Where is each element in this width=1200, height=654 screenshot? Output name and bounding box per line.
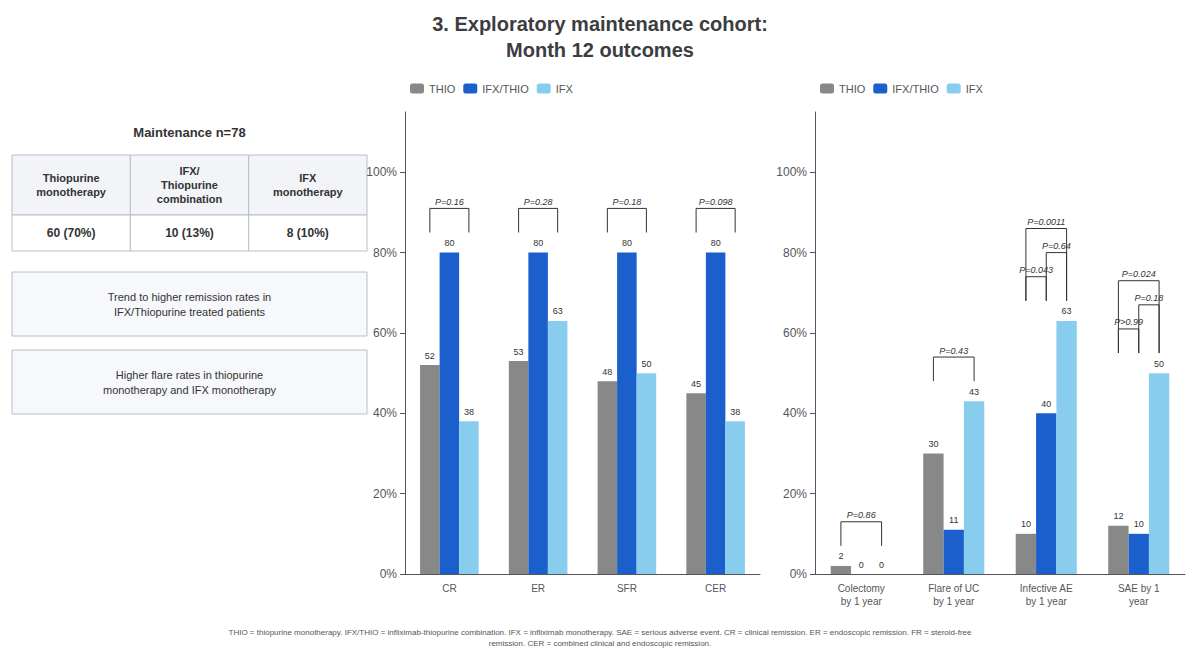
svg-text:P=0.28: P=0.28	[524, 197, 553, 207]
svg-text:P=0.18: P=0.18	[1134, 293, 1164, 304]
svg-text:IFX/Thiopurine treated patient: IFX/Thiopurine treated patients	[114, 306, 266, 318]
svg-text:10: 10	[1134, 519, 1144, 529]
svg-text:63: 63	[1062, 306, 1072, 316]
svg-text:45: 45	[691, 379, 701, 389]
svg-text:THIO: THIO	[839, 83, 866, 95]
svg-text:P=0.098: P=0.098	[699, 197, 733, 207]
svg-text:0%: 0%	[380, 567, 398, 581]
svg-text:IFX/THIO: IFX/THIO	[482, 83, 529, 95]
svg-text:IFX: IFX	[556, 83, 574, 95]
svg-text:20%: 20%	[373, 487, 397, 501]
svg-text:by 1 year: by 1 year	[933, 596, 975, 607]
svg-text:0: 0	[859, 560, 864, 570]
svg-text:Colectomy: Colectomy	[838, 583, 885, 594]
svg-text:combination: combination	[157, 193, 223, 205]
svg-text:40%: 40%	[783, 406, 807, 420]
svg-text:63: 63	[553, 306, 563, 316]
svg-text:38: 38	[730, 407, 740, 417]
svg-text:40%: 40%	[373, 406, 397, 420]
svg-text:THIO = thiopurine monotherapy.: THIO = thiopurine monotherapy. IFX/THIO …	[229, 628, 972, 637]
svg-text:12: 12	[1113, 511, 1123, 521]
svg-text:Thiopurine: Thiopurine	[161, 179, 218, 191]
svg-text:80: 80	[711, 238, 721, 248]
svg-text:60%: 60%	[783, 326, 807, 340]
svg-text:50: 50	[641, 359, 651, 369]
svg-text:40: 40	[1041, 399, 1051, 409]
svg-text:0%: 0%	[790, 567, 808, 581]
svg-text:20%: 20%	[783, 487, 807, 501]
svg-text:SFR: SFR	[617, 583, 637, 594]
svg-text:IFX/THIO: IFX/THIO	[892, 83, 939, 95]
svg-text:IFX/: IFX/	[179, 165, 199, 177]
svg-text:60%: 60%	[373, 326, 397, 340]
svg-text:8 (10%): 8 (10%)	[287, 226, 329, 240]
svg-text:P=0.64: P=0.64	[1042, 241, 1071, 252]
svg-text:Thiopurine: Thiopurine	[43, 172, 100, 184]
svg-text:THIO: THIO	[429, 83, 456, 95]
svg-text:48: 48	[602, 367, 612, 377]
svg-text:Trend to higher remission rate: Trend to higher remission rates in	[108, 291, 271, 303]
svg-text:10 (13%): 10 (13%)	[165, 226, 214, 240]
svg-text:80%: 80%	[783, 246, 807, 260]
svg-text:10: 10	[1021, 519, 1031, 529]
svg-text:P=0.0011: P=0.0011	[1027, 217, 1065, 227]
svg-text:80: 80	[444, 238, 454, 248]
svg-text:ER: ER	[531, 583, 545, 594]
svg-text:CR: CR	[442, 583, 456, 594]
svg-text:P=0.16: P=0.16	[435, 197, 464, 207]
svg-text:80: 80	[533, 238, 543, 248]
svg-text:by 1 year: by 1 year	[841, 596, 883, 607]
svg-text:60 (70%): 60 (70%)	[47, 226, 96, 240]
svg-text:Infective AE: Infective AE	[1020, 583, 1073, 594]
svg-text:38: 38	[464, 407, 474, 417]
svg-text:by 1 year: by 1 year	[1026, 596, 1068, 607]
svg-text:SAE by 1: SAE by 1	[1118, 583, 1160, 594]
svg-text:3. Exploratory maintenance coh: 3. Exploratory maintenance cohort:	[432, 13, 768, 35]
svg-text:Month 12 outcomes: Month 12 outcomes	[506, 39, 694, 61]
svg-text:53: 53	[514, 347, 524, 357]
svg-text:P=0.024: P=0.024	[1122, 269, 1156, 279]
svg-text:monotherapy and IFX monotherap: monotherapy and IFX monotherapy	[103, 384, 277, 396]
svg-text:Higher flare rates in thiopuri: Higher flare rates in thiopurine	[116, 369, 263, 381]
svg-text:IFX: IFX	[966, 83, 984, 95]
svg-text:CER: CER	[705, 583, 726, 594]
svg-text:80%: 80%	[373, 246, 397, 260]
svg-text:100%: 100%	[776, 165, 807, 179]
svg-text:year: year	[1129, 596, 1149, 607]
svg-text:P=0.86: P=0.86	[847, 510, 876, 520]
svg-text:80: 80	[622, 238, 632, 248]
svg-text:IFX: IFX	[299, 172, 317, 184]
svg-text:30: 30	[928, 439, 938, 449]
svg-text:43: 43	[969, 387, 979, 397]
svg-text:50: 50	[1154, 359, 1164, 369]
svg-text:Maintenance n=78: Maintenance n=78	[133, 125, 245, 140]
svg-text:remission. CER = combined clin: remission. CER = combined clinical and e…	[489, 639, 712, 648]
svg-text:monotherapy: monotherapy	[36, 186, 107, 198]
svg-text:monotherapy: monotherapy	[273, 186, 344, 198]
svg-text:11: 11	[949, 515, 958, 525]
svg-text:100%: 100%	[366, 165, 397, 179]
svg-text:2: 2	[838, 551, 843, 561]
svg-text:52: 52	[425, 351, 435, 361]
svg-text:P=0.18: P=0.18	[612, 197, 641, 207]
svg-text:P=0.043: P=0.043	[1019, 265, 1053, 275]
svg-text:Flare of UC: Flare of UC	[928, 583, 979, 594]
svg-text:0: 0	[879, 560, 884, 570]
svg-text:P=0.43: P=0.43	[939, 346, 968, 356]
